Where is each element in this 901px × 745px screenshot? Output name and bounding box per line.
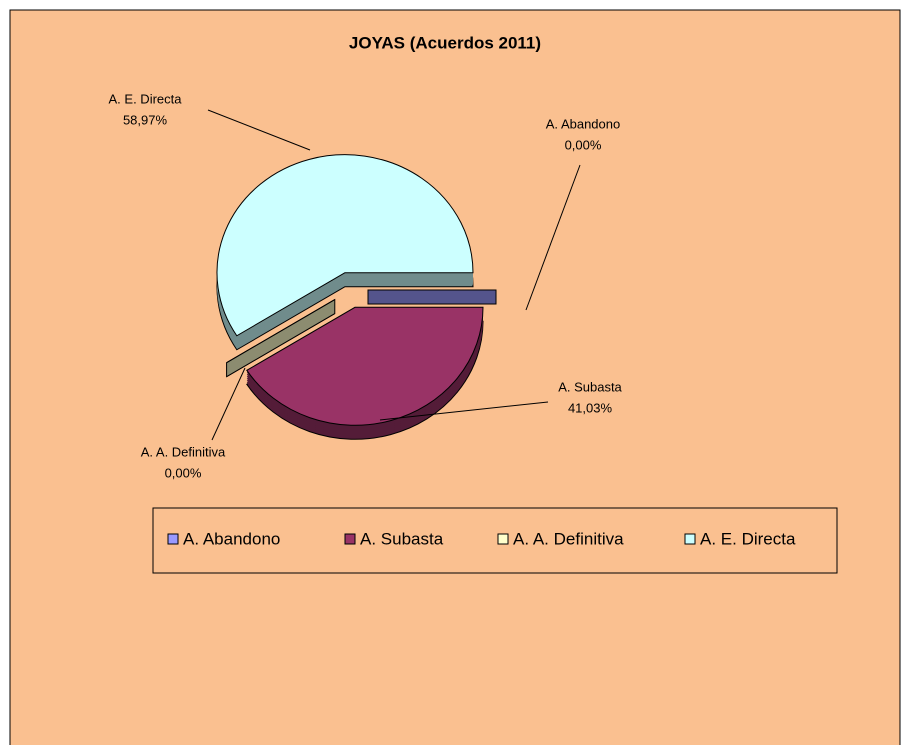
data-labels: A. Abandono 0,00% A. Subasta 41,03% A. A. De… [109,91,623,480]
data-label-name: A. Subasta [558,379,622,394]
data-label-name: A. A. Definitiva [141,444,226,459]
chart-title: JOYAS (Acuerdos 2011) [349,33,541,52]
legend-swatch [684,533,696,545]
leader-line [207,109,311,151]
legend-label: A. E. Directa [700,529,796,548]
legend [152,507,838,574]
slice-edge [367,289,497,305]
data-label-name: A. Abandono [546,116,620,131]
data-label-value: 0,00% [565,137,602,152]
slice [246,306,484,426]
data-label-value: 0,00% [165,465,202,480]
legend-swatch [497,533,509,545]
data-label-name: A. E. Directa [109,91,183,106]
legend-swatch [167,533,179,545]
legend-label: A. A. Definitiva [513,529,624,548]
data-label-value: 58,97% [123,112,168,127]
leader-line [211,367,246,441]
slice [216,154,474,337]
pie [216,154,497,440]
slice [226,299,336,364]
leader-line [525,164,581,311]
legend-label: A. Abandono [183,529,280,548]
legend-label: A. Subasta [360,529,444,548]
legend-swatch [344,533,356,545]
legend-items: A. Abandono A. Subasta A. A. Definitiva A. … [167,529,796,548]
leader-line [379,401,549,421]
data-label-value: 41,03% [568,400,613,415]
